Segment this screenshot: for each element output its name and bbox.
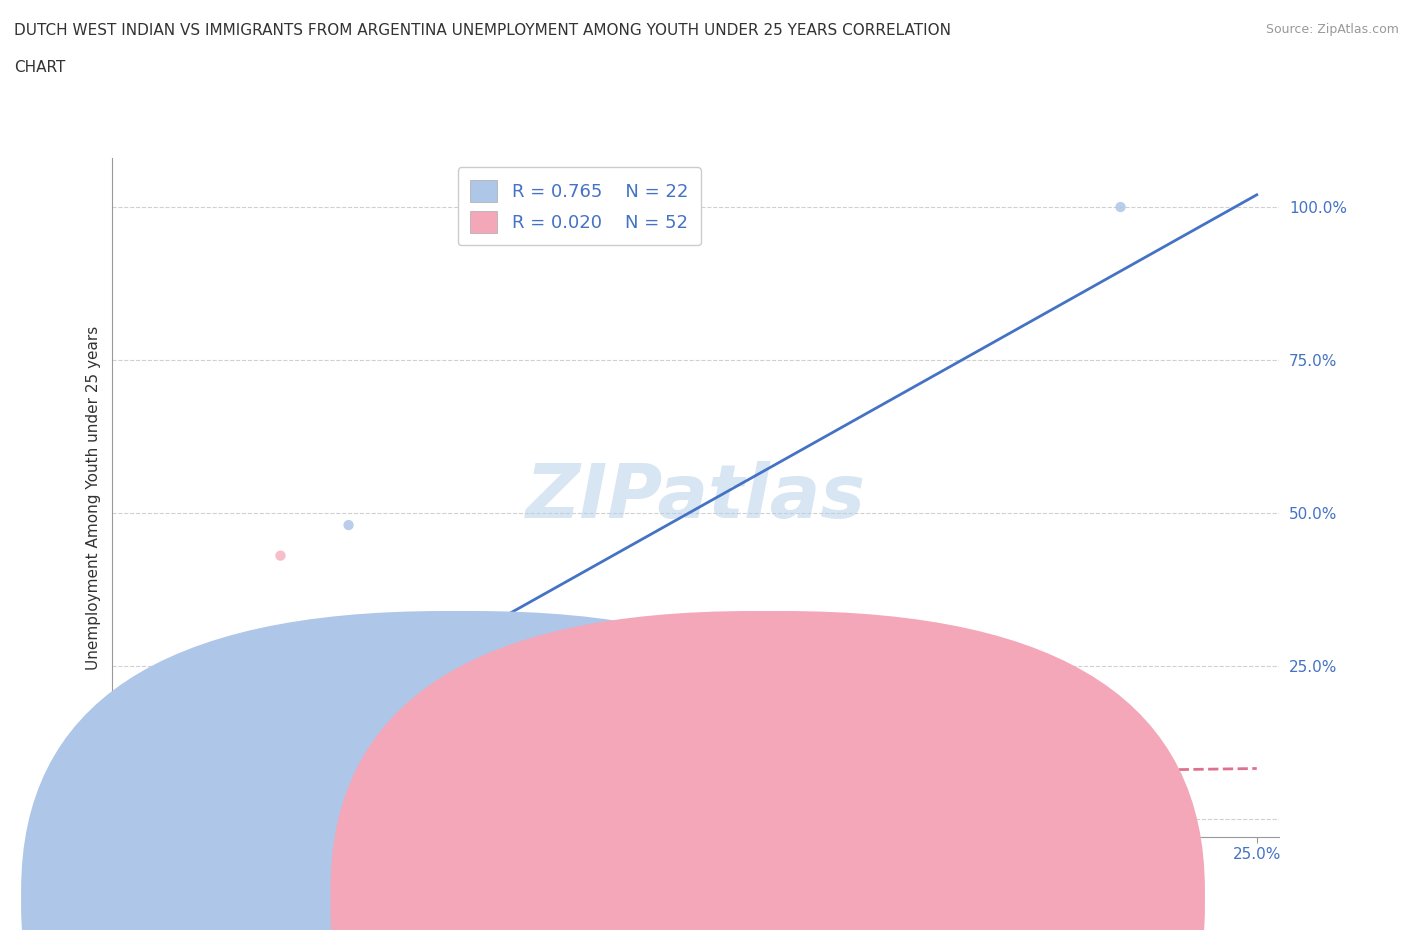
Text: Source: ZipAtlas.com: Source: ZipAtlas.com (1265, 23, 1399, 36)
Point (360, 780, 382, 795)
Point (311, 775, 333, 790)
Point (224, 677, 246, 692)
Text: Dutch West Indians: Dutch West Indians (506, 890, 654, 905)
Point (193, 768, 215, 783)
Point (655, 780, 678, 795)
Point (183, 775, 205, 790)
Point (201, 775, 224, 790)
Point (301, 787, 323, 802)
Point (110, 775, 132, 790)
Point (382, 768, 405, 783)
Point (152, 775, 174, 790)
Point (564, 780, 586, 795)
Text: CHART: CHART (14, 60, 66, 75)
Point (405, 780, 427, 795)
Point (246, 775, 269, 790)
Text: Immigrants from Argentina: Immigrants from Argentina (815, 890, 1024, 905)
Point (405, 658, 427, 673)
Point (142, 763, 165, 777)
Point (610, 768, 633, 783)
Point (995, 775, 1018, 790)
Point (160, 780, 183, 795)
Point (146, 787, 169, 802)
Point (1018, 780, 1040, 795)
Point (128, 775, 150, 790)
Point (292, 720, 315, 735)
Point (224, 780, 246, 795)
Point (211, 780, 233, 795)
Point (179, 780, 201, 795)
Point (319, 780, 342, 795)
Point (174, 768, 197, 783)
Point (814, 640, 837, 655)
Point (169, 787, 191, 802)
Point (138, 780, 160, 795)
Point (337, 775, 360, 790)
Point (747, 646, 769, 661)
Point (792, 775, 814, 790)
Point (928, 780, 950, 795)
Point (496, 640, 519, 655)
Point (269, 763, 291, 777)
Point (233, 768, 256, 783)
Point (337, 518, 360, 533)
Point (201, 689, 224, 704)
Point (519, 677, 541, 692)
Point (215, 775, 238, 790)
Point (882, 768, 904, 783)
Legend: R = 0.765    N = 22, R = 0.020    N = 52: R = 0.765 N = 22, R = 0.020 N = 52 (458, 167, 700, 246)
Point (134, 799, 156, 814)
Point (246, 689, 269, 704)
Point (973, 775, 995, 790)
Point (564, 658, 586, 673)
Text: ZIPatlas: ZIPatlas (526, 461, 866, 534)
Point (165, 775, 187, 790)
Point (120, 780, 142, 795)
Point (187, 787, 209, 802)
Point (156, 768, 179, 783)
Point (269, 548, 291, 563)
Point (360, 701, 382, 716)
Point (747, 780, 769, 795)
Point (205, 787, 228, 802)
Point (315, 780, 337, 795)
Point (655, 677, 678, 692)
Y-axis label: Unemployment Among Youth under 25 years: Unemployment Among Youth under 25 years (86, 326, 101, 670)
Point (134, 768, 156, 783)
Text: DUTCH WEST INDIAN VS IMMIGRANTS FROM ARGENTINA UNEMPLOYMENT AMONG YOUTH UNDER 25: DUTCH WEST INDIAN VS IMMIGRANTS FROM ARG… (14, 23, 950, 38)
Point (256, 780, 278, 795)
Point (292, 775, 315, 790)
Point (700, 775, 723, 790)
Point (474, 780, 496, 795)
Point (837, 775, 859, 790)
Point (429, 775, 451, 790)
Point (519, 775, 541, 790)
Point (837, 780, 859, 795)
Point (283, 780, 305, 795)
Point (197, 780, 219, 795)
Point (156, 793, 179, 808)
Point (700, 658, 723, 673)
Point (124, 787, 146, 802)
Point (179, 780, 201, 795)
Point (1109, 200, 1132, 215)
Point (451, 689, 474, 704)
